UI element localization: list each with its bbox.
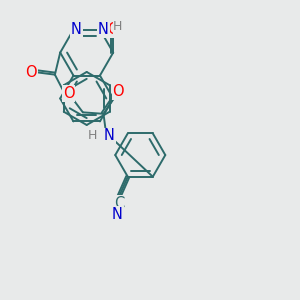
- Text: N: N: [104, 128, 115, 143]
- Text: O: O: [107, 22, 119, 38]
- Text: N: N: [98, 22, 109, 37]
- Text: O: O: [26, 65, 37, 80]
- Text: N: N: [112, 207, 123, 222]
- Text: H: H: [88, 129, 97, 142]
- Text: O: O: [112, 84, 124, 99]
- Text: O: O: [63, 86, 74, 101]
- Text: C: C: [114, 196, 124, 211]
- Text: N: N: [71, 22, 82, 37]
- Text: H: H: [113, 20, 123, 33]
